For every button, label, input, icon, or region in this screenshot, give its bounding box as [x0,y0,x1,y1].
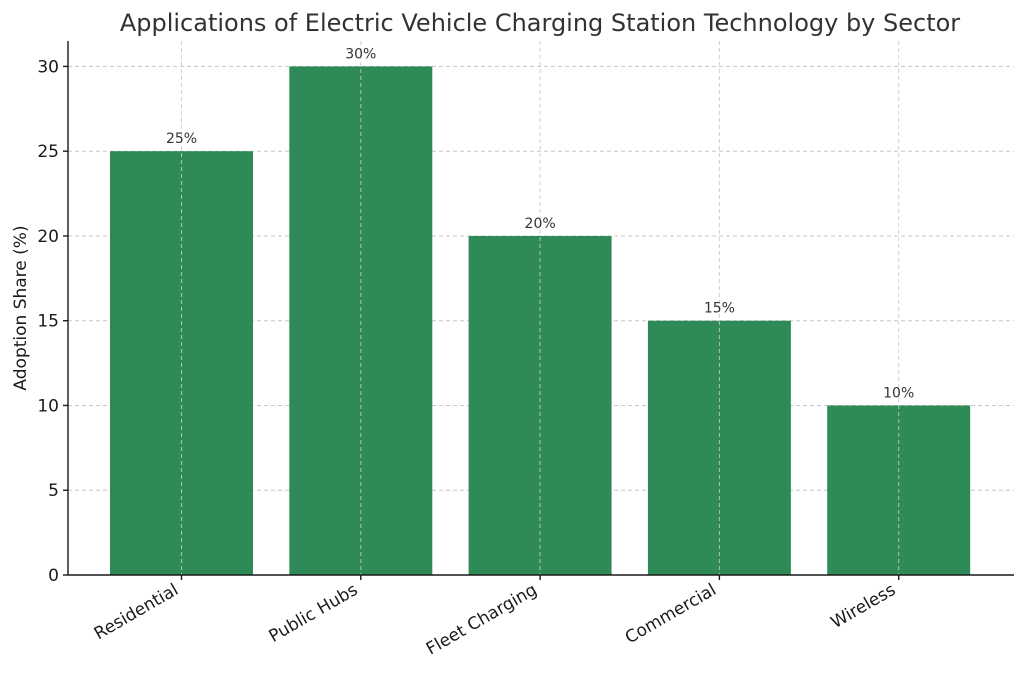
y-tick-label: 30 [37,57,59,77]
bar-value-label: 20% [525,216,556,232]
chart-title: Applications of Electric Vehicle Chargin… [120,9,960,37]
y-tick-label: 5 [48,481,59,501]
vertical-grid-layer [181,41,900,575]
bar-value-label: 15% [704,301,735,317]
x-tick-label: Fleet Charging [423,580,541,659]
x-tick-label: Public Hubs [266,580,362,647]
bar-value-label: 10% [883,385,914,401]
y-tick-label: 20 [37,227,59,247]
x-tick-label: Commercial [622,580,720,648]
x-tick-label: Wireless [828,580,900,633]
bar-value-label: 25% [166,131,197,147]
y-tick-label: 0 [48,566,59,586]
x-tick-label: Residential [91,580,182,644]
y-tick-label: 25 [37,142,59,162]
axes-layer [63,41,1014,580]
y-tick-label: 15 [37,312,59,332]
y-tick-label: 10 [37,396,59,416]
bar-value-label: 30% [345,46,376,62]
y-axis-label: Adoption Share (%) [11,225,31,390]
